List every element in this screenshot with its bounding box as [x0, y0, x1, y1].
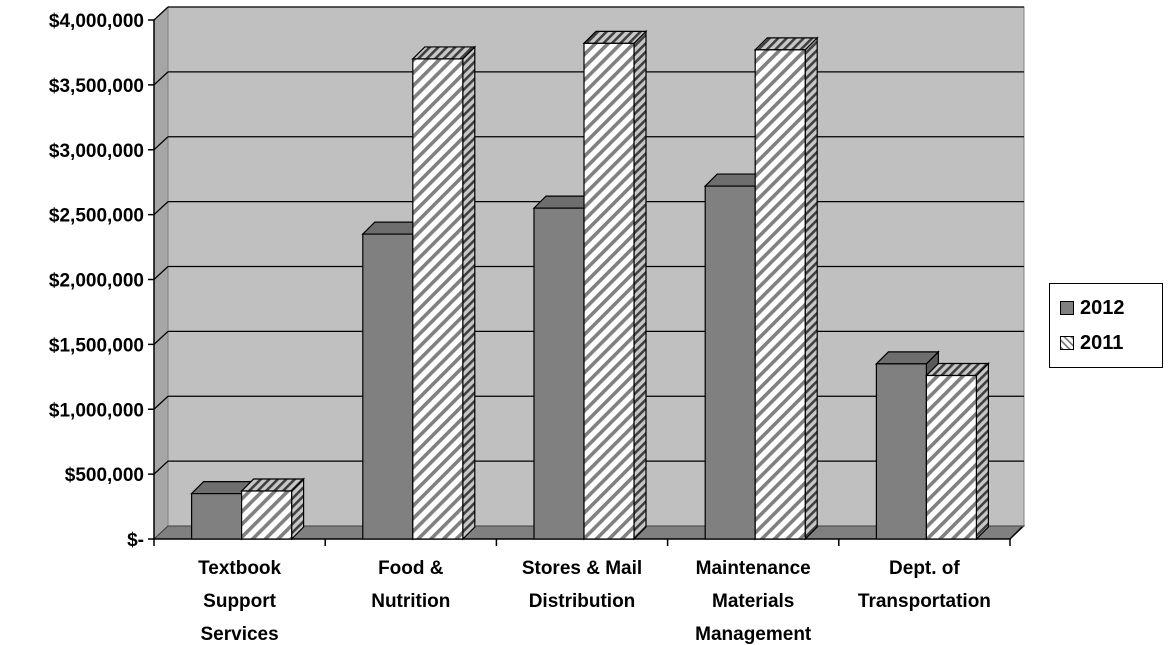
bar-front [533, 207, 585, 540]
legend-item-2011: 2011 [1060, 332, 1123, 354]
x-tick-label: Distribution [529, 591, 636, 612]
x-tick-label: Transportation [858, 591, 991, 612]
bar-side [462, 45, 476, 541]
bar-front [925, 374, 978, 540]
x-axis-labels: Textbook Support Services Food & Nutrition St… [198, 558, 991, 645]
gridline-side [153, 136, 169, 151]
x-tick-label: Food & [378, 558, 444, 579]
legend: 2012 2011 [1049, 283, 1163, 368]
gridline-side [153, 395, 169, 410]
bar-side [804, 36, 818, 541]
y-axis-ticks: $- $500,000 $1,000,000 $1,500,000 $2,000,000… [49, 11, 154, 551]
legend-item-2012: 2012 [1060, 297, 1125, 319]
bar-front [875, 363, 928, 540]
bar-2011-3 [753, 36, 819, 541]
gridline-side [153, 266, 169, 280]
x-tick-label: Materials [712, 591, 794, 612]
gridline-side [153, 6, 169, 21]
legend-label-2011: 2011 [1080, 331, 1124, 354]
bar-front [241, 490, 293, 540]
bar-2011-4 [924, 362, 990, 541]
bar-2011-0 [240, 477, 306, 541]
y-tick-label: $2,000,000 [49, 271, 144, 292]
y-tick-label: $1,500,000 [49, 335, 144, 356]
bars [190, 29, 990, 541]
x-tick-label: Stores & Mail [522, 558, 642, 579]
x-tick-label: Maintenance [696, 558, 811, 579]
bar-front [362, 233, 414, 540]
y-tick-label: $2,500,000 [49, 206, 144, 227]
bar-2011-1 [411, 45, 477, 541]
gridline-side [153, 201, 169, 216]
legend-label-2012: 2012 [1080, 296, 1125, 319]
gridline-side [153, 460, 169, 475]
bar-front [412, 58, 464, 540]
y-tick-label: $3,500,000 [49, 76, 144, 97]
bar-front [704, 185, 756, 540]
x-tick-label: Management [695, 624, 812, 645]
bar-2011-2 [582, 29, 648, 541]
x-tick-label: Support [203, 591, 276, 612]
y-tick-label: $4,000,000 [49, 11, 144, 32]
y-tick-label: $500,000 [65, 465, 144, 486]
bar-front [583, 42, 635, 540]
x-tick-label: Services [201, 624, 279, 645]
legend-swatch-2012 [1060, 301, 1074, 315]
bar-side [633, 29, 647, 541]
bar-front [191, 492, 243, 540]
gridline-side [153, 330, 169, 345]
bar-side [975, 362, 990, 541]
x-tick-label: Dept. of [889, 558, 960, 579]
x-axis-depth-line [1009, 526, 1023, 540]
x-tick-label: Nutrition [371, 591, 450, 612]
gridline-side [153, 71, 169, 86]
y-tick-label: $1,000,000 [49, 400, 144, 421]
x-tick-label: Textbook [198, 558, 281, 579]
y-tick-label: $- [127, 530, 144, 551]
bar-front [754, 49, 806, 540]
legend-swatch-2011 [1060, 336, 1074, 350]
y-tick-label: $3,000,000 [49, 141, 144, 162]
